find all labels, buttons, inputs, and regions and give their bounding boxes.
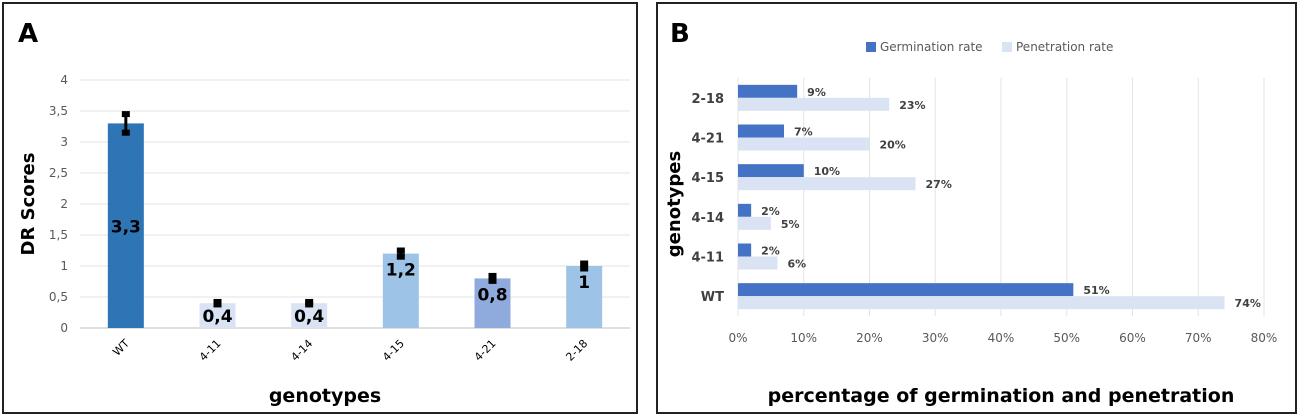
data-label: 0,4 [202, 307, 232, 327]
data-label: 23% [899, 99, 925, 112]
data-label: 9% [807, 86, 826, 99]
y-tick-label: 4-11 [691, 251, 724, 266]
error-cap-bottom [305, 301, 314, 308]
x-tick-label: 10% [790, 331, 817, 345]
bar [738, 243, 752, 257]
x-tick-label: 50% [1053, 331, 1080, 345]
bar [382, 253, 419, 328]
y-tick-label: 1 [60, 259, 68, 273]
y-tick-label: 2,5 [49, 166, 68, 180]
data-label: 0,4 [294, 307, 324, 327]
y-tick-label: 2-18 [691, 92, 724, 107]
data-label: 0,8 [477, 285, 507, 305]
bar [566, 266, 603, 328]
data-label: 2% [761, 245, 780, 258]
legend-swatch [866, 42, 876, 52]
data-label: 6% [787, 258, 806, 271]
y-tick-label: 4-21 [691, 132, 724, 147]
x-tick-label: 60% [1119, 331, 1146, 345]
x-axis-title: percentage of germination and penetratio… [768, 385, 1235, 407]
y-tick-label: 2 [60, 197, 68, 211]
data-label: 5% [781, 218, 800, 231]
bar [738, 177, 916, 191]
x-tick-label: 4-14 [288, 337, 315, 364]
x-tick-label: 80% [1251, 331, 1278, 345]
y-axis-title: genotypes [664, 151, 685, 257]
data-label: 10% [814, 165, 840, 178]
error-cap-bottom [396, 253, 405, 260]
data-label: 1 [578, 273, 590, 293]
error-cap-top [121, 111, 130, 118]
error-cap-bottom [213, 301, 222, 308]
bar [474, 278, 511, 328]
y-tick-label: 1,5 [49, 228, 68, 242]
error-cap-bottom [488, 277, 497, 284]
error-cap-top [580, 260, 589, 267]
y-tick-label: 4-14 [691, 211, 724, 226]
bar [738, 256, 778, 270]
x-tick-label: 4-11 [197, 337, 224, 364]
chart-a-svg: A 0 0,5 1 1,5 2 2,5 3 3,5 4 3,3 WT 0,4 4-11 0,4 4-14 1,2… [18, 19, 630, 407]
y-tick-label: 4-15 [691, 171, 724, 186]
x-tick-label: 40% [988, 331, 1015, 345]
bar [738, 164, 804, 178]
y-tick-label: 0,5 [49, 290, 68, 304]
data-label: 51% [1083, 284, 1109, 297]
legend-label: Germination rate [880, 40, 983, 54]
error-cap-bottom [121, 129, 130, 136]
data-label: 1,2 [386, 261, 416, 281]
bar [738, 137, 870, 151]
bar [738, 97, 890, 111]
x-tick-label: 4-15 [380, 337, 407, 364]
error-cap-top [488, 272, 497, 279]
y-axis-title: DR Scores [18, 153, 39, 256]
legend-label: Penetration rate [1016, 40, 1113, 54]
data-label: 27% [926, 178, 952, 191]
y-tick-label: 4 [60, 73, 68, 87]
x-tick-label: 20% [856, 331, 883, 345]
panel-label: B [670, 19, 690, 49]
y-tick-label: WT [701, 290, 724, 305]
chart-b-svg: B 0% 10% 20% 30% 40% 50% 60% 70% 80% Germination r… [664, 19, 1278, 407]
panel-b: B 0% 10% 20% 30% 40% 50% 60% 70% 80% Germination r… [656, 2, 1297, 414]
data-label: 74% [1235, 297, 1261, 310]
data-label: 7% [794, 126, 813, 139]
data-label: 3,3 [111, 218, 141, 238]
y-tick-label: 3,5 [49, 104, 68, 118]
bar [738, 216, 771, 230]
bar [107, 123, 144, 329]
bar [738, 203, 752, 217]
y-tick-label: 3 [60, 135, 68, 149]
data-label: 20% [880, 139, 906, 152]
bar [738, 124, 785, 138]
error-cap-top [396, 247, 405, 254]
y-tick-label: 0 [60, 321, 68, 335]
panel-label: A [18, 19, 38, 49]
bar [738, 296, 1225, 310]
bar [738, 283, 1074, 297]
x-axis-title: genotypes [269, 385, 381, 407]
x-tick-label: 4-21 [472, 337, 499, 364]
x-tick-label: 70% [1185, 331, 1212, 345]
x-tick-label: 0% [728, 331, 747, 345]
x-tick-label: 2-18 [563, 337, 590, 364]
bar [738, 84, 798, 98]
x-tick-label: 30% [922, 331, 949, 345]
legend-swatch [1002, 42, 1012, 52]
error-cap-bottom [580, 265, 589, 272]
panel-a: A 0 0,5 1 1,5 2 2,5 3 3,5 4 3,3 WT 0,4 4-11 0,4 4-14 1,2… [2, 2, 638, 414]
x-tick-label: WT [110, 337, 132, 359]
data-label: 2% [761, 205, 780, 218]
